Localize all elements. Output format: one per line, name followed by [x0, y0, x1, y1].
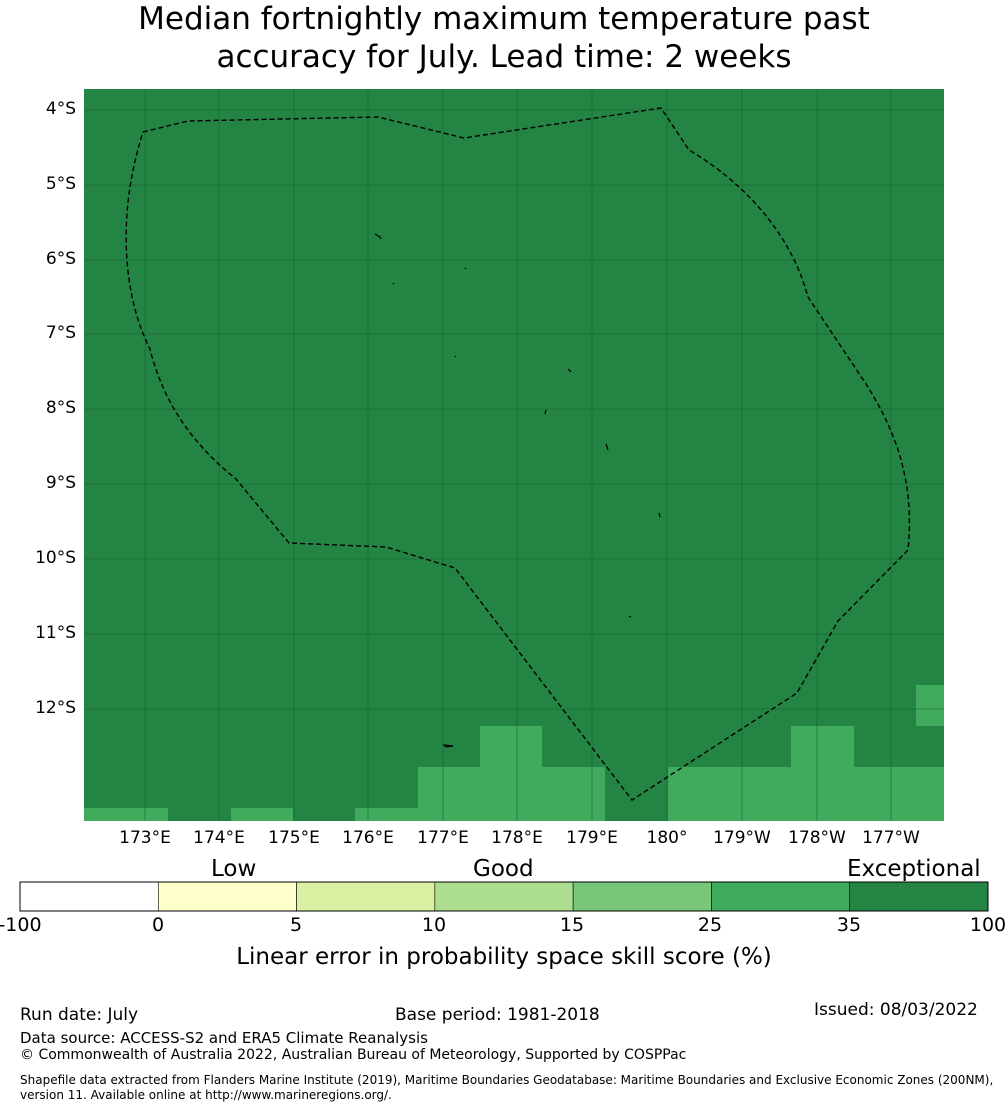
colorbar-tick: 10 — [421, 914, 447, 936]
copyright: © Commonwealth of Australia 2022, Austra… — [20, 1047, 687, 1063]
issued-date: Issued: 08/03/2022 — [814, 1000, 978, 1020]
lon-label: 177°W — [862, 828, 920, 848]
lon-label: 174°E — [193, 828, 245, 848]
lat-label: 6°S — [45, 249, 76, 269]
lon-label: 180° — [646, 828, 688, 848]
lon-label: 175°E — [268, 828, 320, 848]
shapefile-line-2: version 11. Available online at http://w… — [20, 1088, 392, 1102]
run-date: Run date: July — [20, 1005, 139, 1025]
colorbar-cell — [849, 881, 989, 912]
map-title: Median fortnightly maximum temperature p… — [0, 0, 1008, 76]
lat-label: 7°S — [45, 323, 76, 343]
title-line-2: accuracy for July. Lead time: 2 weeks — [216, 39, 792, 75]
lat-label: 9°S — [45, 473, 76, 493]
lon-label: 178°W — [788, 828, 846, 848]
lon-label: 179°W — [713, 828, 771, 848]
colorbar-cell — [572, 881, 712, 912]
colorbar-category-low: Low — [211, 856, 257, 882]
colorbar-category-exceptional: Exceptional — [847, 856, 981, 882]
base-period: Base period: 1981-2018 — [395, 1005, 600, 1025]
lat-label: 4°S — [45, 99, 76, 119]
colorbar-tick: 100 — [969, 914, 1007, 936]
lat-label: 8°S — [45, 398, 76, 418]
lat-label: 10°S — [35, 548, 76, 568]
colorbar-tick: 5 — [289, 914, 303, 936]
colorbar-tick: 25 — [697, 914, 723, 936]
lat-label: 11°S — [35, 623, 76, 643]
shapefile-line-1: Shapefile data extracted from Flanders M… — [20, 1073, 994, 1087]
lon-label: 173°E — [119, 828, 171, 848]
lon-label: 177°E — [417, 828, 469, 848]
lon-label: 176°E — [342, 828, 394, 848]
colorbar-tick: 15 — [559, 914, 585, 936]
colorbar-tick: -100 — [0, 914, 42, 936]
shapefile-credit: Shapefile data extracted from Flanders M… — [20, 1073, 1008, 1103]
good-cells — [84, 685, 944, 821]
colorbar-cell — [157, 881, 297, 912]
islands — [374, 233, 661, 748]
lon-label: 178°E — [491, 828, 543, 848]
colorbar-cell — [711, 881, 851, 912]
colorbar-cell — [296, 881, 436, 912]
data-source: Data source: ACCESS-S2 and ERA5 Climate … — [20, 1029, 428, 1047]
lon-label: 179°E — [566, 828, 618, 848]
colorbar-cell — [434, 881, 574, 912]
lat-label: 5°S — [45, 174, 76, 194]
title-line-1: Median fortnightly maximum temperature p… — [138, 1, 870, 37]
colorbar-cell — [19, 881, 159, 912]
colorbar-label: Linear error in probability space skill … — [236, 944, 772, 970]
colorbar-tick: 0 — [151, 914, 165, 936]
colorbar-tick: 35 — [836, 914, 862, 936]
gridlines — [84, 89, 944, 821]
colorbar-category-good: Good — [473, 856, 534, 882]
lat-label: 12°S — [35, 698, 76, 718]
map-field — [84, 89, 944, 821]
eez-boundary — [125, 107, 911, 801]
